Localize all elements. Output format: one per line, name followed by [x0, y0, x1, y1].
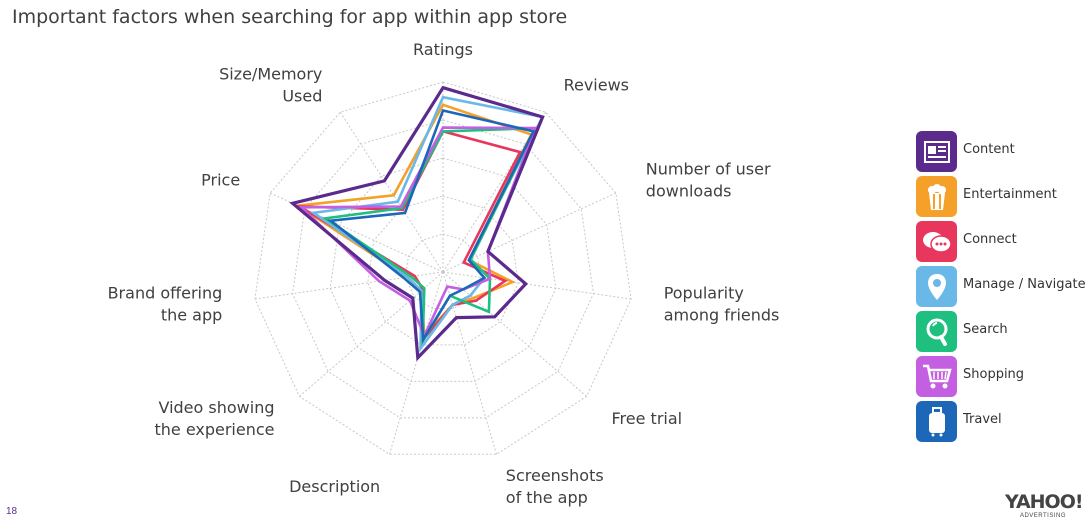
legend-item: Search	[916, 311, 1091, 354]
axis-label: Description	[289, 477, 380, 496]
radar-grid	[254, 81, 632, 455]
radar-series	[289, 85, 545, 362]
axis-label-line: of the app	[506, 488, 588, 507]
legend-label: Search	[963, 322, 1008, 337]
yahoo-logo: YAHOO! ADVERTISING	[1005, 491, 1084, 520]
grid-ring	[254, 81, 632, 455]
axis-label-line: Price	[201, 170, 240, 189]
legend-label: Content	[963, 142, 1015, 157]
radar-axis-labels: Ratings Reviews Number of user downloads Pop…	[108, 40, 780, 507]
axis-label: Popularity among friends	[664, 284, 780, 325]
grid-spoke	[388, 271, 444, 455]
page-title: Important factors when searching for app…	[12, 6, 568, 28]
axis-label-line: among friends	[664, 306, 780, 325]
legend-label: Connect	[963, 232, 1017, 247]
legend-item: Connect	[916, 221, 1091, 264]
popcorn-icon	[916, 176, 957, 217]
shopping-cart-icon	[916, 356, 957, 397]
legend-label: Shopping	[963, 367, 1025, 382]
legend-item: Shopping	[916, 356, 1091, 399]
axis-label: Ratings	[413, 40, 473, 59]
axis-label-line: Brand offering	[108, 284, 223, 303]
page-number: 18	[6, 506, 18, 517]
axis-label-line: Video showing	[158, 398, 274, 417]
axis-label: Price	[201, 170, 240, 189]
legend-label: Manage / Navigate	[963, 277, 1086, 292]
series-travel	[327, 108, 536, 344]
axis-label-line: Description	[289, 477, 380, 496]
axis-label-line: Reviews	[564, 75, 629, 94]
map-pin-icon	[916, 266, 957, 307]
axis-label-line: the experience	[154, 420, 274, 439]
logo-subtext: ADVERTISING	[1019, 513, 1067, 519]
magnifier-icon	[916, 311, 957, 352]
axis-label: Number of user downloads	[646, 159, 771, 200]
axis-label-line: Popularity	[664, 284, 744, 303]
grid-ring	[292, 119, 594, 419]
legend-label: Entertainment	[963, 187, 1057, 202]
grid-ring	[367, 195, 519, 346]
axis-label: Screenshots of the app	[506, 466, 604, 507]
axis-label: Reviews	[564, 75, 629, 94]
axis-label-line: Free trial	[612, 409, 683, 428]
axis-label: Brand offering the app	[108, 284, 223, 325]
axis-label: Size/Memory Used	[219, 64, 322, 105]
series-manage-navigate	[309, 95, 545, 353]
legend-item: Content	[916, 131, 1091, 174]
axis-label-line: Screenshots	[506, 466, 604, 485]
axis-label-line: Used	[282, 86, 322, 105]
chat-bubbles-icon	[916, 221, 957, 262]
newspaper-icon	[916, 131, 957, 172]
axis-label-line: Number of user	[646, 159, 771, 178]
axis-label-line: downloads	[646, 181, 732, 200]
axis-label-line: the app	[161, 306, 222, 325]
axis-label: Free trial	[612, 409, 683, 428]
logo-text: YAHOO!	[1005, 491, 1084, 513]
axis-label: Video showing the experience	[154, 398, 274, 439]
series-content	[289, 85, 545, 362]
axis-label-line: Ratings	[413, 40, 473, 59]
legend-label: Travel	[963, 412, 1002, 427]
legend-item: Travel	[916, 401, 1091, 444]
legend-item: Entertainment	[916, 176, 1091, 219]
axis-label-line: Size/Memory	[219, 64, 322, 83]
legend-item: Manage / Navigate	[916, 266, 1091, 309]
suitcase-icon	[916, 401, 957, 442]
